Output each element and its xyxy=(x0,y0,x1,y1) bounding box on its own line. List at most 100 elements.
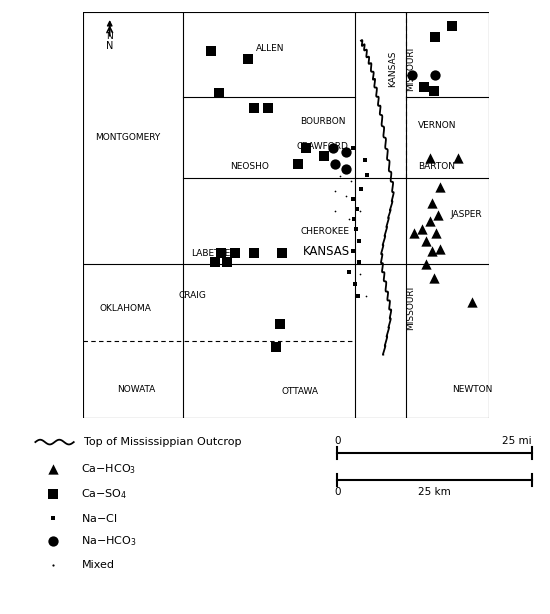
Point xyxy=(302,143,311,153)
Point xyxy=(342,147,350,157)
Point xyxy=(468,297,477,307)
Point xyxy=(361,155,370,165)
Text: CRAIG: CRAIG xyxy=(179,292,207,300)
Point xyxy=(231,249,240,258)
Text: Ca$\mathsf{-}$HCO$_3$: Ca$\mathsf{-}$HCO$_3$ xyxy=(81,462,136,475)
Point xyxy=(217,249,226,258)
Text: VERNON: VERNON xyxy=(417,121,456,130)
Text: JASPER: JASPER xyxy=(450,211,482,219)
Point xyxy=(49,489,58,499)
Point xyxy=(430,87,438,96)
Text: NEWTON: NEWTON xyxy=(452,384,492,394)
Point xyxy=(351,224,360,234)
Point xyxy=(421,236,430,246)
Text: BARTON: BARTON xyxy=(417,161,455,171)
Text: OKLAHOMA: OKLAHOMA xyxy=(100,303,152,313)
Text: 25 mi: 25 mi xyxy=(502,436,531,446)
Text: CRAWFORD: CRAWFORD xyxy=(297,141,349,150)
Text: N: N xyxy=(106,42,113,52)
Point xyxy=(249,249,258,258)
Text: NOWATA: NOWATA xyxy=(117,384,155,394)
Point xyxy=(362,170,371,180)
Point xyxy=(355,236,364,246)
Text: 0: 0 xyxy=(334,487,340,497)
Text: NEOSHO: NEOSHO xyxy=(230,161,269,171)
Point xyxy=(49,464,58,473)
Text: Na$\mathsf{-}$HCO$_3$: Na$\mathsf{-}$HCO$_3$ xyxy=(81,534,137,548)
Point xyxy=(427,246,436,256)
Text: ALLEN: ALLEN xyxy=(256,44,284,53)
Point xyxy=(353,204,361,214)
Point xyxy=(355,269,364,279)
Text: KANSAS: KANSAS xyxy=(388,51,397,87)
Text: MISSOURI: MISSOURI xyxy=(406,47,415,91)
Point xyxy=(276,319,284,329)
Point xyxy=(349,143,358,153)
Point xyxy=(342,192,350,201)
Point xyxy=(320,151,329,161)
Point xyxy=(336,171,344,181)
Point xyxy=(340,163,349,173)
Point xyxy=(349,194,358,204)
Point xyxy=(355,257,364,266)
Point xyxy=(426,154,434,163)
Point xyxy=(294,159,302,169)
Point xyxy=(433,210,442,220)
Text: MONTGOMERY: MONTGOMERY xyxy=(95,133,161,142)
Point xyxy=(49,537,58,546)
Point xyxy=(49,560,58,570)
Point xyxy=(263,103,272,112)
Point xyxy=(214,88,223,98)
Text: N: N xyxy=(106,32,113,41)
Text: 0: 0 xyxy=(334,436,340,446)
Point xyxy=(454,154,463,163)
Point xyxy=(417,224,426,234)
Point xyxy=(346,176,355,186)
Point xyxy=(432,228,441,238)
Point xyxy=(331,159,340,169)
Text: Top of Mississippian Outcrop: Top of Mississippian Outcrop xyxy=(84,437,241,447)
Point xyxy=(223,257,232,266)
Point xyxy=(356,184,365,193)
Text: 25 km: 25 km xyxy=(418,487,450,497)
Point xyxy=(431,32,439,42)
Point xyxy=(350,279,359,289)
Point xyxy=(355,206,364,216)
Point xyxy=(409,228,418,238)
Point xyxy=(436,244,444,254)
Point xyxy=(407,70,416,80)
Point xyxy=(243,54,252,64)
Point xyxy=(249,103,258,112)
Text: MISSOURI: MISSOURI xyxy=(406,286,415,330)
Point xyxy=(211,257,219,266)
Point xyxy=(349,246,358,256)
Point xyxy=(331,185,340,195)
Point xyxy=(361,291,370,301)
Text: BOURBON: BOURBON xyxy=(300,117,346,126)
Point xyxy=(426,216,434,226)
Text: Ca$\mathsf{-}$SO$_4$: Ca$\mathsf{-}$SO$_4$ xyxy=(81,488,128,501)
Text: CHEROKEE: CHEROKEE xyxy=(300,227,349,236)
Point xyxy=(420,82,428,92)
Point xyxy=(328,143,337,153)
Point xyxy=(344,214,353,224)
Point xyxy=(430,273,438,282)
Point xyxy=(353,291,362,301)
Point xyxy=(427,198,436,208)
Point xyxy=(278,249,287,258)
Point xyxy=(331,206,340,216)
Point xyxy=(421,258,430,268)
Text: OTTAWA: OTTAWA xyxy=(282,387,318,395)
Point xyxy=(342,164,350,174)
Text: LABETTE: LABETTE xyxy=(191,249,230,258)
Point xyxy=(345,266,354,276)
Text: Na$\mathsf{-}$Cl: Na$\mathsf{-}$Cl xyxy=(81,511,118,524)
Point xyxy=(448,21,456,31)
Point xyxy=(49,513,58,523)
Point xyxy=(431,70,439,80)
Point xyxy=(207,46,216,56)
Point xyxy=(272,341,280,351)
Point xyxy=(349,214,358,224)
Text: KANSAS: KANSAS xyxy=(303,245,350,258)
Text: Mixed: Mixed xyxy=(81,560,114,570)
